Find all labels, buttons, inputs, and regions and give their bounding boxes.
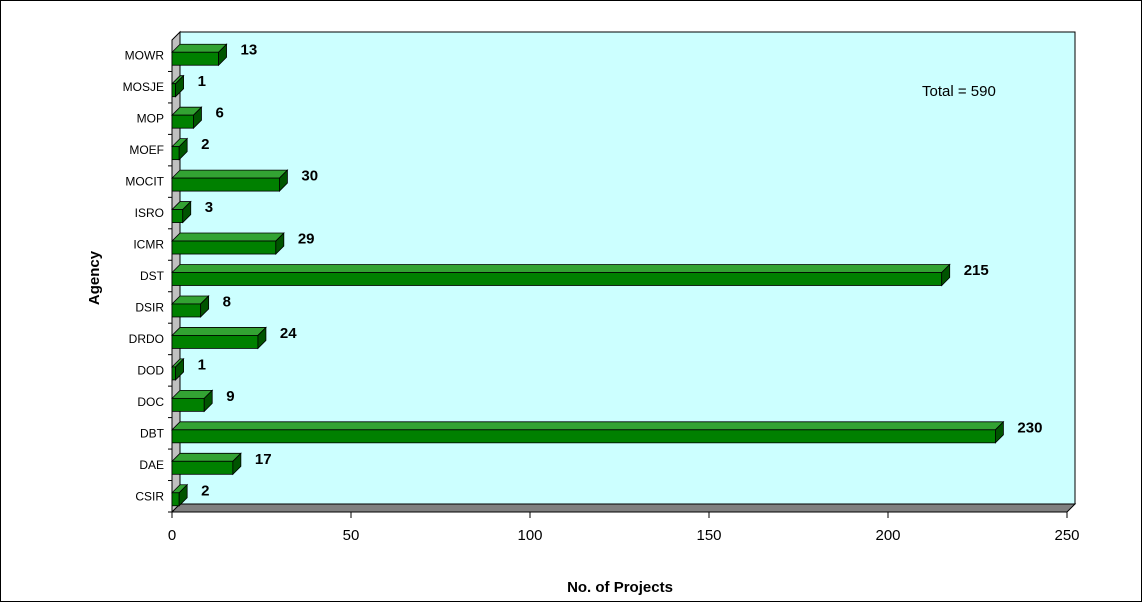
bar-front-face	[171, 335, 259, 349]
category-label: DOD	[137, 363, 164, 377]
bar-front-face	[171, 83, 176, 98]
bar-end-face	[193, 106, 202, 130]
bar-front-face	[171, 240, 277, 255]
bar-top-face	[171, 264, 951, 273]
bar-front-face	[171, 209, 184, 223]
data-label: 215	[964, 262, 989, 279]
category-label: DSIR	[135, 300, 164, 314]
bar-front-face	[171, 146, 180, 161]
data-label: 1	[198, 356, 206, 373]
bar-drdo	[171, 326, 267, 350]
bar-front-face	[171, 366, 176, 381]
bar-front-face	[171, 177, 280, 192]
bar-end-face	[257, 326, 267, 350]
bar-end-face	[218, 43, 227, 67]
data-label: 29	[298, 231, 315, 248]
bar-mosje	[171, 74, 185, 98]
bar-doc	[171, 389, 214, 413]
data-label: 9	[226, 388, 234, 405]
data-label: 2	[201, 482, 209, 499]
bar-front-face	[171, 429, 996, 444]
x-tick-label: 250	[1054, 527, 1079, 544]
category-label: ICMR	[133, 238, 164, 252]
bar-front-face	[171, 492, 180, 507]
category-label: MOSJE	[123, 80, 164, 94]
x-tick-label: 200	[875, 527, 900, 544]
bar-end-face	[232, 452, 242, 476]
bar-front-face	[171, 460, 234, 475]
category-label: MOP	[137, 112, 164, 126]
category-label: DAE	[139, 458, 164, 472]
bar-mowr	[171, 43, 228, 67]
data-label: 6	[215, 105, 223, 122]
bar-top-face	[171, 327, 267, 336]
category-label: ISRO	[135, 206, 164, 220]
bar-end-face	[941, 263, 951, 287]
bar-end-face	[278, 169, 288, 193]
bar-csir	[171, 483, 189, 507]
bar-top-face	[171, 421, 1005, 431]
bar-end-face	[175, 74, 184, 98]
bar-dae	[171, 452, 242, 476]
data-label: 230	[1017, 419, 1042, 436]
bar-front-face	[171, 303, 202, 318]
bar-mop	[171, 106, 203, 130]
data-label: 8	[223, 293, 231, 310]
bar-top-face	[171, 232, 285, 242]
total-annotation: Total = 590	[922, 83, 996, 100]
data-label: 30	[301, 168, 318, 185]
bar-top-face	[171, 43, 228, 53]
bar-end-face	[275, 232, 285, 255]
bars	[171, 43, 1005, 507]
bar-dsir	[171, 295, 210, 318]
category-label: MOWR	[125, 49, 165, 63]
data-label: 2	[201, 136, 209, 153]
bar-top-face	[171, 169, 289, 179]
bar-icmr	[171, 232, 285, 255]
category-label: DOC	[137, 395, 164, 409]
bar-top-face	[171, 452, 242, 462]
category-label: DST	[140, 269, 165, 283]
x-axis-title: No. of Projects	[567, 579, 673, 596]
bar-end-face	[178, 483, 188, 507]
bar-isro	[171, 200, 192, 224]
data-label: 3	[205, 199, 213, 216]
bar-end-face	[175, 357, 184, 381]
bar-dst	[171, 263, 951, 287]
data-label: 24	[280, 325, 297, 342]
category-label: DBT	[140, 426, 165, 440]
bar-end-face	[995, 420, 1004, 444]
y-axis-title: Agency	[86, 250, 103, 305]
data-label: 13	[241, 42, 258, 59]
category-label: DRDO	[129, 332, 164, 346]
data-label: 1	[198, 73, 206, 90]
bar-front-face	[171, 114, 194, 129]
bar-moef	[171, 137, 189, 161]
bar-front-face	[171, 272, 943, 286]
bar-front-face	[171, 51, 219, 66]
category-label: CSIR	[135, 489, 164, 503]
bar-dbt	[171, 420, 1005, 444]
x-tick-label: 100	[517, 527, 542, 544]
bar-mocit	[171, 169, 289, 193]
plot-floor	[170, 503, 1077, 513]
bar-end-face	[203, 389, 213, 413]
data-label: 17	[255, 451, 272, 468]
category-label: MOEF	[129, 143, 164, 157]
bar-front-face	[171, 397, 205, 412]
bar-end-face	[178, 137, 188, 161]
category-label: MOCIT	[125, 175, 164, 189]
x-tick-label: 0	[168, 527, 176, 544]
x-tick-label: 50	[343, 527, 360, 544]
bar-end-face	[200, 295, 210, 318]
x-tick-label: 150	[696, 527, 721, 544]
bar-dod	[171, 357, 185, 381]
bar-end-face	[182, 200, 192, 224]
